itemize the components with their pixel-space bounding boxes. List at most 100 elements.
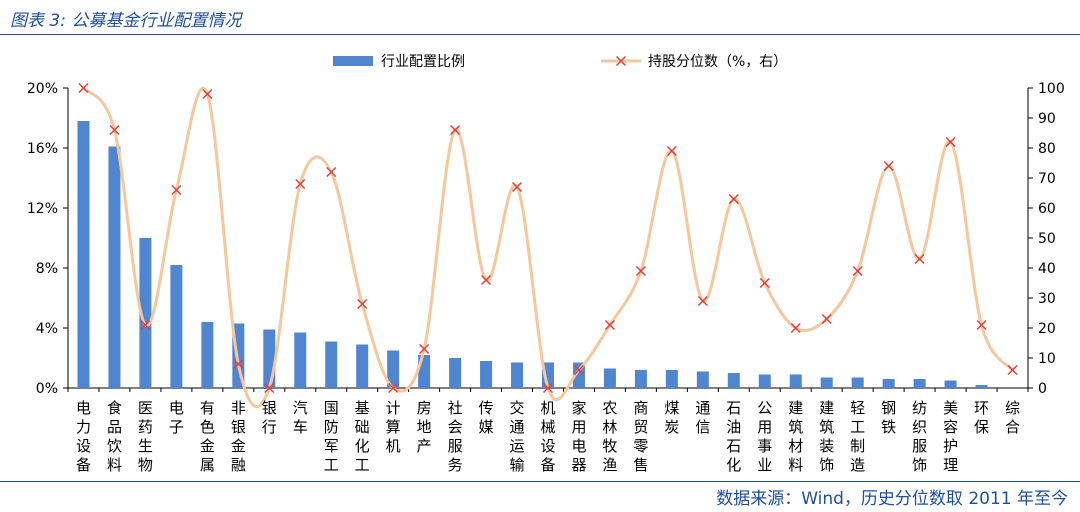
left-tick-label: 0% [36, 381, 58, 397]
bar [975, 385, 988, 388]
category-label: 交通运输 [510, 399, 525, 474]
category-label: 纺织服饰 [912, 399, 927, 474]
percentile-point [326, 166, 337, 178]
percentile-point [481, 274, 492, 286]
category-label: 基础化工 [355, 399, 370, 474]
bar [603, 368, 616, 388]
bar [139, 238, 152, 388]
category-label: 煤炭 [664, 399, 679, 436]
category-label: 社会服务 [448, 399, 463, 474]
percentile-point [852, 265, 863, 277]
top-divider [0, 34, 1080, 35]
right-tick-label: 30 [1038, 291, 1056, 307]
right-tick-label: 80 [1038, 141, 1056, 157]
percentile-point [790, 322, 801, 334]
bar [696, 371, 709, 388]
percentile-point [604, 319, 615, 331]
bar [77, 121, 90, 388]
bar [665, 370, 678, 388]
bar [356, 344, 369, 388]
category-label: 环保 [974, 399, 989, 436]
right-tick-label: 40 [1038, 261, 1056, 277]
bar [449, 358, 462, 388]
percentile-point [264, 382, 275, 394]
category-label: 家用电器 [571, 399, 586, 474]
percentile-point [666, 145, 677, 157]
percentile-point [573, 364, 584, 376]
percentile-point [357, 298, 368, 310]
chart-title: 图表 3: 公募基金行业配置情况 [10, 11, 242, 31]
bar [263, 329, 276, 388]
percentile-point [542, 382, 554, 394]
left-tick-label: 8% [36, 261, 58, 277]
bar [789, 374, 802, 388]
right-tick-label: 60 [1038, 201, 1056, 217]
percentile-line [82, 86, 1014, 409]
category-label: 钢铁 [881, 399, 896, 436]
category-label: 农林牧渔 [602, 399, 617, 474]
category-label: 银行 [262, 399, 277, 436]
right-tick-label: 50 [1038, 231, 1056, 247]
bar [820, 377, 833, 388]
category-label: 电子 [169, 399, 184, 436]
bar [294, 332, 307, 388]
percentile-point [109, 124, 120, 136]
category-label: 商贸零售 [633, 399, 648, 474]
percentile-point [295, 178, 306, 190]
bar [511, 362, 524, 388]
category-label: 食品饮料 [107, 399, 122, 474]
bar [480, 361, 493, 388]
percentile-point [388, 382, 399, 394]
percentile-point [759, 277, 770, 289]
percentile-point [140, 319, 151, 331]
category-label: 汽车 [293, 399, 308, 436]
right-tick-label: 0 [1038, 381, 1047, 397]
bar [170, 265, 183, 388]
right-tick-label: 100 [1038, 81, 1065, 97]
category-label: 综合 [1005, 399, 1020, 436]
legend-bar-swatch [333, 56, 373, 66]
bar [634, 370, 647, 388]
percentile-point [914, 253, 925, 265]
category-label: 轻工制造 [850, 399, 865, 474]
category-label: 美容护理 [943, 399, 958, 474]
bar [913, 379, 926, 388]
bar [758, 374, 771, 388]
percentile-point [512, 181, 523, 193]
bar [944, 380, 957, 388]
bar [851, 377, 864, 388]
left-tick-label: 20% [27, 81, 58, 97]
legend-line-label: 持股分位数（%，右） [648, 54, 787, 70]
category-label: 机械设备 [540, 399, 555, 474]
category-label: 建筑装饰 [819, 399, 834, 474]
bar [387, 350, 400, 388]
right-tick-label: 70 [1038, 171, 1056, 187]
percentile-point [1007, 364, 1018, 376]
bar [882, 379, 895, 388]
category-label: 建筑材料 [788, 399, 803, 474]
category-label: 公用事业 [757, 399, 772, 474]
right-tick-label: 90 [1038, 111, 1056, 127]
percentile-point [78, 82, 89, 94]
category-label: 有色金属 [200, 399, 215, 474]
percentile-point [171, 184, 182, 196]
percentile-point [697, 295, 708, 307]
category-label: 石油石化 [726, 399, 741, 474]
percentile-point [945, 136, 956, 148]
percentile-point [233, 358, 244, 370]
category-label: 计算机 [386, 399, 401, 455]
right-tick-label: 10 [1038, 351, 1056, 367]
category-label: 电力设备 [76, 399, 91, 474]
left-tick-label: 12% [27, 201, 58, 217]
right-tick-label: 20 [1038, 321, 1056, 337]
category-label: 医药生物 [138, 399, 153, 474]
data-source: 数据来源：Wind，历史分位数取 2011 年至今 [716, 489, 1068, 509]
category-label: 国防军工 [324, 399, 339, 474]
legend-line-marker [615, 55, 627, 67]
percentile-point [635, 265, 646, 277]
percentile-point [450, 124, 461, 136]
bar [108, 146, 121, 388]
legend-bar-label: 行业配置比例 [381, 54, 465, 70]
percentile-point [202, 88, 213, 100]
percentile-point [883, 160, 894, 172]
